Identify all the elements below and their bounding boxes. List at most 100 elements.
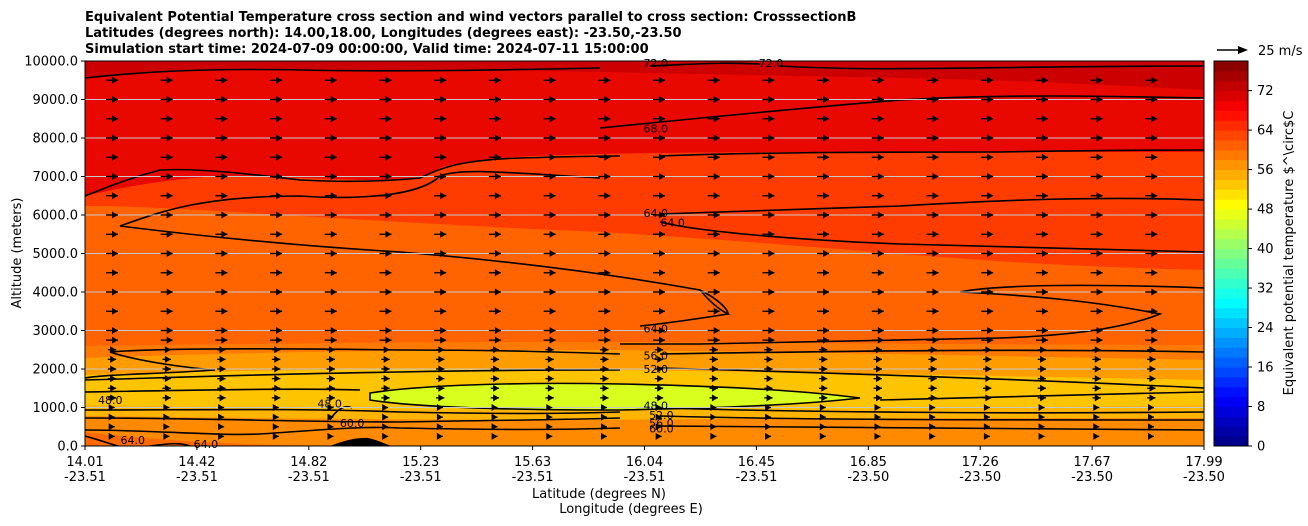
wind-vector-head-24-4 <box>330 76 337 84</box>
wind-vector-head-23-5 <box>385 96 392 103</box>
colorbar-segment-14 <box>1214 297 1248 309</box>
wind-vector-head-12-0 <box>112 307 118 315</box>
wind-vector-head-3-17 <box>1038 404 1045 411</box>
wind-vector-head-0-12 <box>765 432 772 440</box>
wind-vector-head-0-16 <box>983 432 990 440</box>
contour-labels: 72.0 72.068.064.064.064.056.052.048.052.0… <box>98 57 783 451</box>
wind-vector-head-0-1 <box>163 432 170 440</box>
wind-vector-head-22-11 <box>713 115 720 123</box>
wind-vector-head-21-13 <box>823 134 830 142</box>
wind-vector-head-8-1 <box>164 355 171 363</box>
wind-vector-head-16-8 <box>549 230 556 238</box>
y-tick-label-3: 3000.0 <box>33 324 79 339</box>
colorbar-tick-label-7: 56 <box>1257 163 1274 178</box>
y-tick-label-6: 6000.0 <box>33 209 79 224</box>
wind-vector-head-24-6 <box>440 76 447 84</box>
wind-vector-head-1-1 <box>163 423 170 431</box>
wind-vector-head-9-2 <box>219 346 226 354</box>
wind-vector-head-16-7 <box>494 230 501 238</box>
wind-vector-head-17-1 <box>166 211 173 219</box>
wind-vector-head-19-17 <box>1041 173 1048 180</box>
wind-vector-head-10-1 <box>166 336 173 344</box>
wind-vector-head-20-7 <box>494 153 501 161</box>
wind-vector-head-20-2 <box>221 153 228 161</box>
wind-vector-head-19-18 <box>1096 173 1103 180</box>
wind-vector-head-16-0 <box>112 230 118 238</box>
y-tick-label-7: 7000.0 <box>33 170 79 185</box>
wind-vector-head-6-5 <box>383 375 390 383</box>
wind-vector-head-1-6 <box>436 423 443 431</box>
wind-vector-head-16-14 <box>877 230 884 238</box>
wind-vector-head-14-13 <box>823 269 830 277</box>
x-tick-label-lon-9: -23.50 <box>1071 470 1113 485</box>
colorbar-tick-label-9: 72 <box>1257 84 1274 99</box>
colorbar-tick-label-6: 48 <box>1257 203 1274 218</box>
wind-vector-head-12-10 <box>659 307 665 315</box>
wind-vector-head-10-15 <box>932 336 939 344</box>
x-tick-label-lon-7: -23.50 <box>847 470 889 485</box>
wind-vector-head-21-11 <box>713 134 720 142</box>
wind-vector-head-8-8 <box>547 355 554 363</box>
colorbar-segment-2 <box>1214 416 1248 427</box>
wind-vector-head-1-15 <box>929 423 936 431</box>
wind-vector-head-19-9 <box>604 173 611 180</box>
wind-vector-head-3-4 <box>327 404 334 411</box>
x-tick-label-lon-8: -23.50 <box>959 470 1001 485</box>
wind-vector-head-0-4 <box>327 432 334 440</box>
wind-vector-head-11-12 <box>768 327 775 334</box>
wind-vector-head-14-16 <box>987 269 994 277</box>
wind-vector-head-24-1 <box>166 76 173 84</box>
wind-vector-head-21-6 <box>440 134 447 142</box>
wind-vector-head-24-0 <box>112 76 118 84</box>
x-axis-label-latitude: Latitude (degrees N) <box>532 487 666 502</box>
wind-vector-head-11-6 <box>440 327 447 334</box>
x-tick-label-lat-8: 17.26 <box>962 455 999 470</box>
wind-vector-head-6-2 <box>219 375 226 383</box>
contour-label-15: 64.0 <box>121 434 146 447</box>
wind-vector-head-14-1 <box>166 269 173 277</box>
wind-vector-head-7-15 <box>930 365 937 373</box>
wind-vector-head-6-19 <box>1149 375 1156 383</box>
wind-vector-head-23-8 <box>549 96 556 103</box>
wind-vector-head-17-15 <box>932 211 939 219</box>
x-tick-label-lat-10: 17.99 <box>1185 455 1222 470</box>
wind-vector-head-4-19 <box>1149 394 1156 402</box>
wind-vector-head-19-14 <box>877 173 884 180</box>
wind-vector-head-11-9 <box>604 327 611 334</box>
wind-vector-head-17-0 <box>112 211 118 219</box>
wind-vector-head-18-16 <box>987 192 994 200</box>
wind-vector-head-22-4 <box>330 115 337 123</box>
wind-vector-head-2-4 <box>327 413 334 421</box>
colorbar-segment-27 <box>1214 169 1248 180</box>
wind-vector-head-23-19 <box>1151 96 1158 103</box>
wind-vector-head-2-6 <box>436 413 443 421</box>
wind-vector-head-4-10 <box>657 394 664 402</box>
wind-vector-head-24-14 <box>877 76 884 84</box>
wind-vector-head-9-6 <box>438 346 445 354</box>
wind-vector-head-1-16 <box>983 423 990 431</box>
wind-vector-head-13-14 <box>877 288 884 296</box>
wind-vector-head-10-16 <box>987 336 994 344</box>
wind-vector-head-0-7 <box>491 432 498 440</box>
wind-vector-head-8-4 <box>329 355 335 363</box>
wind-vector-head-2-18 <box>1093 413 1100 421</box>
wind-vector-head-4-7 <box>493 394 500 402</box>
wind-vector-head-15-14 <box>877 250 884 257</box>
x-tick-label-lon-2: -23.51 <box>288 470 330 485</box>
wind-vector-head-22-3 <box>276 115 283 123</box>
wind-vector-head-22-13 <box>823 115 830 123</box>
wind-vector-head-14-18 <box>1096 269 1103 277</box>
wind-vector-head-14-4 <box>330 269 337 277</box>
wind-vector-head-23-18 <box>1096 96 1103 103</box>
colorbar-segment-3 <box>1214 406 1248 417</box>
colorbar-tick-label-1: 8 <box>1257 400 1265 415</box>
wind-vector-head-4-17 <box>1040 394 1047 402</box>
wind-vector-head-14-12 <box>768 269 775 277</box>
wind-vector-head-12-7 <box>494 307 501 315</box>
wind-vector-head-20-1 <box>166 153 173 161</box>
wind-vector-head-8-5 <box>383 355 390 363</box>
filled-band-lower-60 <box>85 342 1204 360</box>
filled-band-near-surface-56 <box>85 405 1204 420</box>
wind-vector-head-0-6 <box>436 432 443 440</box>
wind-vector-head-5-4 <box>329 384 335 392</box>
